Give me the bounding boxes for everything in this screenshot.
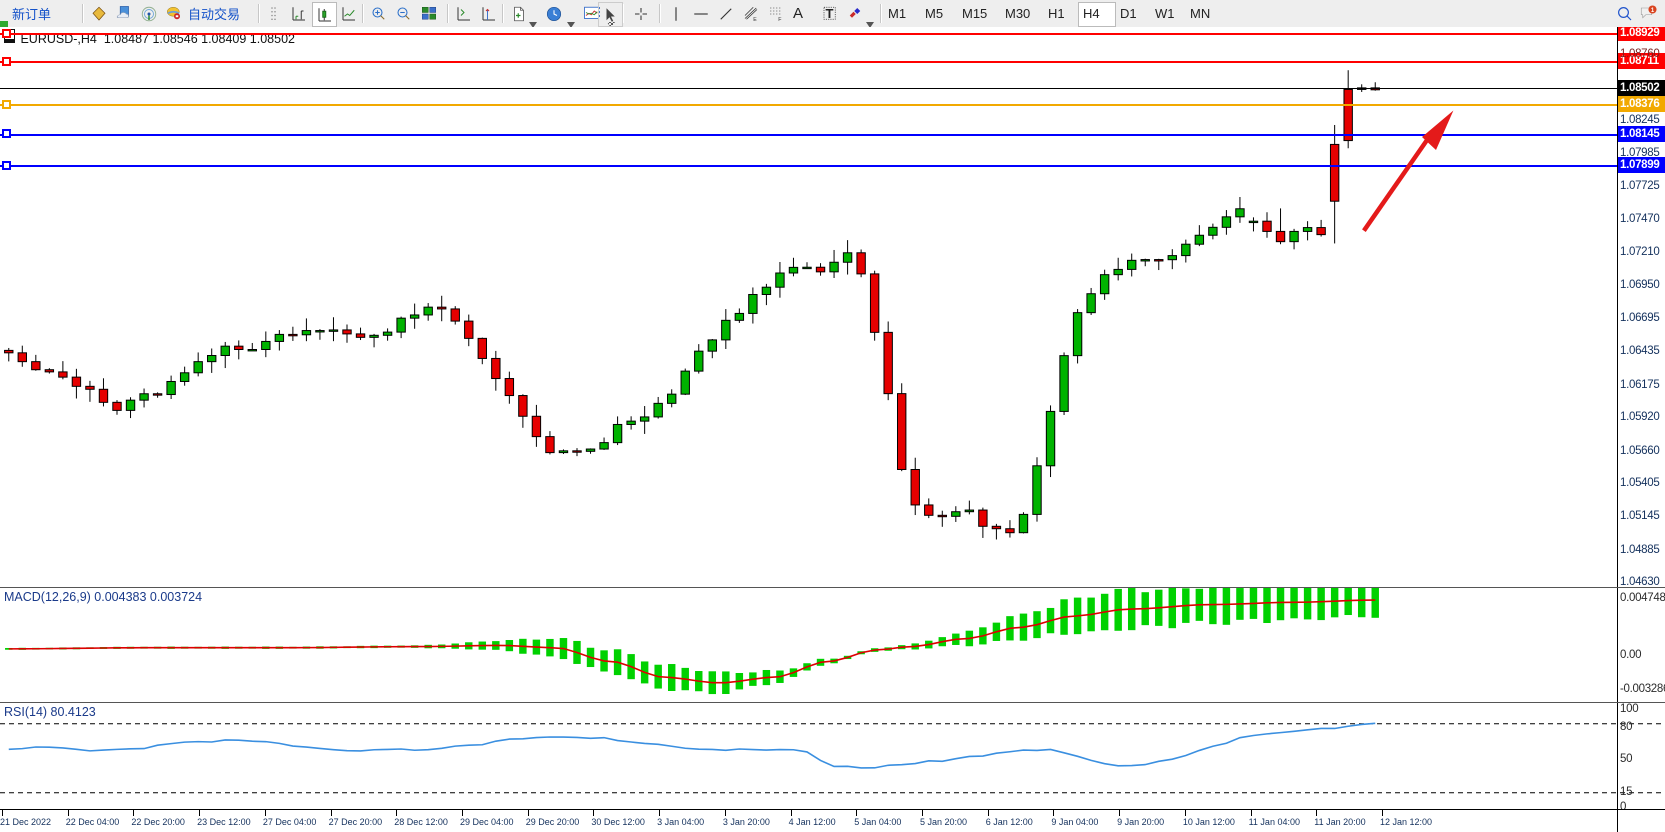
svg-text:E: E: [753, 16, 757, 22]
svg-text:F: F: [778, 16, 781, 22]
